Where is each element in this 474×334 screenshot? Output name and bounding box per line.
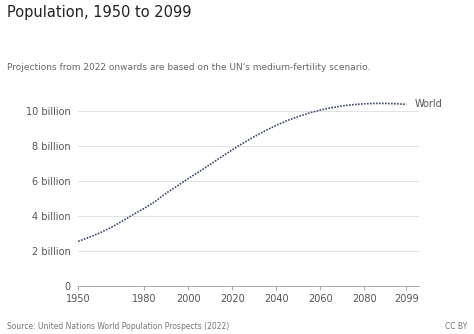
Text: Our World: Our World [413,15,457,24]
Text: World: World [415,99,442,109]
Text: CC BY: CC BY [445,322,467,331]
Text: Source: United Nations World Population Prospects (2022): Source: United Nations World Population … [7,322,229,331]
Text: Population, 1950 to 2099: Population, 1950 to 2099 [7,5,191,20]
Text: in Data: in Data [419,31,450,40]
Text: Projections from 2022 onwards are based on the UN's medium-fertility scenario.: Projections from 2022 onwards are based … [7,63,371,72]
